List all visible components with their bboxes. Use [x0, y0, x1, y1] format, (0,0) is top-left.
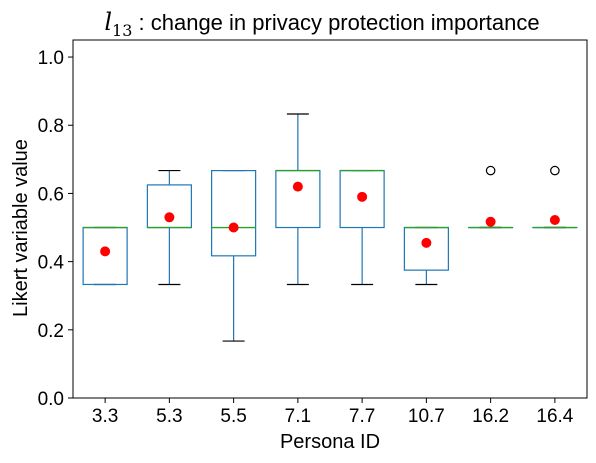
x-tick-label: 10.7 — [408, 406, 445, 427]
chart-title-symbol: l — [104, 8, 112, 36]
mean-point — [549, 215, 560, 226]
box — [275, 169, 321, 229]
box — [211, 169, 257, 257]
mean-point — [100, 246, 111, 257]
y-tick-label: 0.8 — [38, 116, 64, 137]
mean-point — [292, 181, 303, 192]
chart-title-subscript: 13 — [112, 21, 132, 40]
x-tick-label: 5.5 — [220, 406, 246, 427]
outlier-point — [550, 165, 560, 176]
mean-point — [421, 237, 432, 248]
x-tick-label: 3.3 — [92, 406, 118, 427]
x-tick-label: 7.7 — [349, 406, 375, 427]
box — [403, 226, 449, 271]
mean-point — [164, 212, 175, 223]
x-tick-label: 5.3 — [156, 406, 182, 427]
mean-point — [228, 222, 239, 233]
plot-area: 0.0 0.2 0.4 0.6 0.8 1.0 3.3 5.3 5.5 7.1 7.7 10.7 16.… — [38, 39, 588, 427]
x-tick-label: 16.4 — [536, 406, 573, 427]
x-axis-label: Persona ID — [280, 431, 380, 453]
chart-title: l13 : change in privacy protection impor… — [104, 8, 539, 40]
x-tick-label: 7.1 — [285, 406, 311, 427]
y-tick-label: 0.6 — [38, 184, 64, 205]
y-tick-label: 0.2 — [38, 321, 64, 342]
x-tick-label: 16.2 — [472, 406, 509, 427]
y-tick-label: 1.0 — [38, 48, 64, 69]
y-tick-label: 0.4 — [38, 253, 65, 274]
chart-title-text: : change in privacy protection importanc… — [132, 10, 539, 35]
y-tick-label: 0.0 — [38, 389, 64, 410]
y-axis-label: Likert variable value — [10, 139, 32, 317]
mean-point — [357, 191, 368, 202]
mean-point — [485, 216, 496, 227]
axes-frame — [72, 39, 588, 399]
outlier-point — [485, 165, 496, 176]
